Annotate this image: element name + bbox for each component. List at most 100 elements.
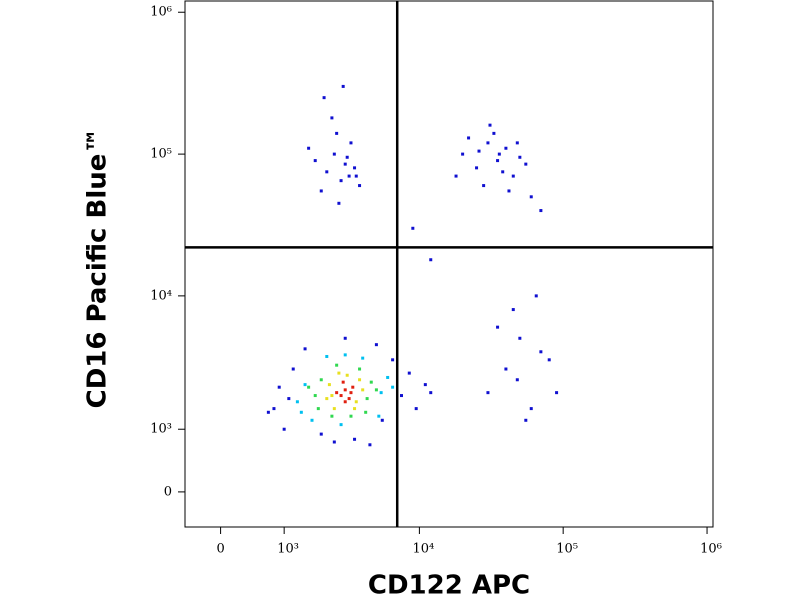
point xyxy=(345,155,349,159)
point xyxy=(539,350,543,354)
point xyxy=(414,407,418,411)
point xyxy=(351,385,355,389)
point xyxy=(429,391,433,395)
y-tick-label: 10⁴ xyxy=(150,288,172,303)
point xyxy=(322,96,326,100)
point xyxy=(475,166,479,170)
point xyxy=(272,407,276,411)
point xyxy=(349,414,353,418)
point xyxy=(492,131,496,135)
point xyxy=(266,410,270,414)
point xyxy=(343,388,347,392)
point xyxy=(353,437,357,441)
point xyxy=(287,397,291,401)
point xyxy=(423,383,427,387)
point xyxy=(343,400,347,404)
axes: 0 10³ 10⁴ 10⁵ 10⁶ 0 10³ 10⁴ 10⁵ 10⁶ xyxy=(150,0,722,557)
point xyxy=(504,367,508,371)
point xyxy=(534,294,538,298)
point xyxy=(332,152,336,156)
point xyxy=(529,407,533,411)
point xyxy=(361,388,365,392)
point xyxy=(488,123,492,127)
y-tick-label: 10⁵ xyxy=(150,147,172,162)
point xyxy=(386,375,390,379)
point xyxy=(343,162,347,166)
point xyxy=(391,385,395,389)
point xyxy=(341,84,345,88)
point xyxy=(295,400,299,404)
point xyxy=(374,388,378,392)
point xyxy=(358,378,362,382)
point xyxy=(497,152,501,156)
point xyxy=(343,336,347,340)
point xyxy=(349,141,353,145)
point xyxy=(504,146,508,150)
point xyxy=(539,209,543,213)
y-tick-label: 0 xyxy=(164,484,172,499)
point xyxy=(454,174,458,178)
point xyxy=(518,336,522,340)
point xyxy=(429,258,433,262)
y-axis-title: CD16 Pacific Blue™ xyxy=(83,128,113,409)
point xyxy=(501,170,505,174)
point xyxy=(277,385,281,389)
point xyxy=(380,418,384,422)
x-tick-label: 10⁶ xyxy=(700,542,722,557)
point xyxy=(461,152,465,156)
point xyxy=(391,358,395,362)
point xyxy=(358,184,362,188)
point xyxy=(361,356,365,360)
point xyxy=(299,410,303,414)
point xyxy=(477,149,481,153)
point xyxy=(325,397,329,401)
point xyxy=(307,385,311,389)
point xyxy=(330,116,334,120)
point xyxy=(369,380,373,384)
point xyxy=(330,414,334,418)
point xyxy=(518,155,522,159)
point xyxy=(467,136,471,140)
point xyxy=(327,383,331,387)
point xyxy=(313,159,317,163)
point xyxy=(496,325,500,329)
point xyxy=(319,378,323,382)
point xyxy=(325,354,329,358)
point xyxy=(377,414,381,418)
point xyxy=(343,353,347,357)
point xyxy=(335,363,339,367)
point xyxy=(524,418,528,422)
point xyxy=(335,391,339,395)
point xyxy=(339,179,343,183)
point xyxy=(337,201,341,205)
point xyxy=(291,367,295,371)
point xyxy=(337,371,341,375)
point xyxy=(374,343,378,347)
y-tick-label: 10⁶ xyxy=(150,5,172,20)
x-tick-label: 10⁴ xyxy=(413,542,435,557)
point xyxy=(365,397,369,401)
point xyxy=(332,407,336,411)
point xyxy=(353,166,357,170)
point xyxy=(515,378,519,382)
point xyxy=(313,394,317,398)
point xyxy=(407,371,411,375)
x-axis-title: CD122 APC xyxy=(368,571,530,601)
point xyxy=(547,358,551,362)
point xyxy=(330,394,334,398)
point xyxy=(354,400,358,404)
point xyxy=(307,146,311,150)
plot-frame xyxy=(184,0,714,528)
point xyxy=(303,347,307,351)
point xyxy=(282,427,286,431)
point xyxy=(310,418,314,422)
point xyxy=(325,170,329,174)
point xyxy=(339,423,343,427)
point xyxy=(379,391,383,395)
point xyxy=(319,189,323,193)
point xyxy=(347,174,351,178)
point xyxy=(345,373,349,377)
point xyxy=(511,308,515,312)
